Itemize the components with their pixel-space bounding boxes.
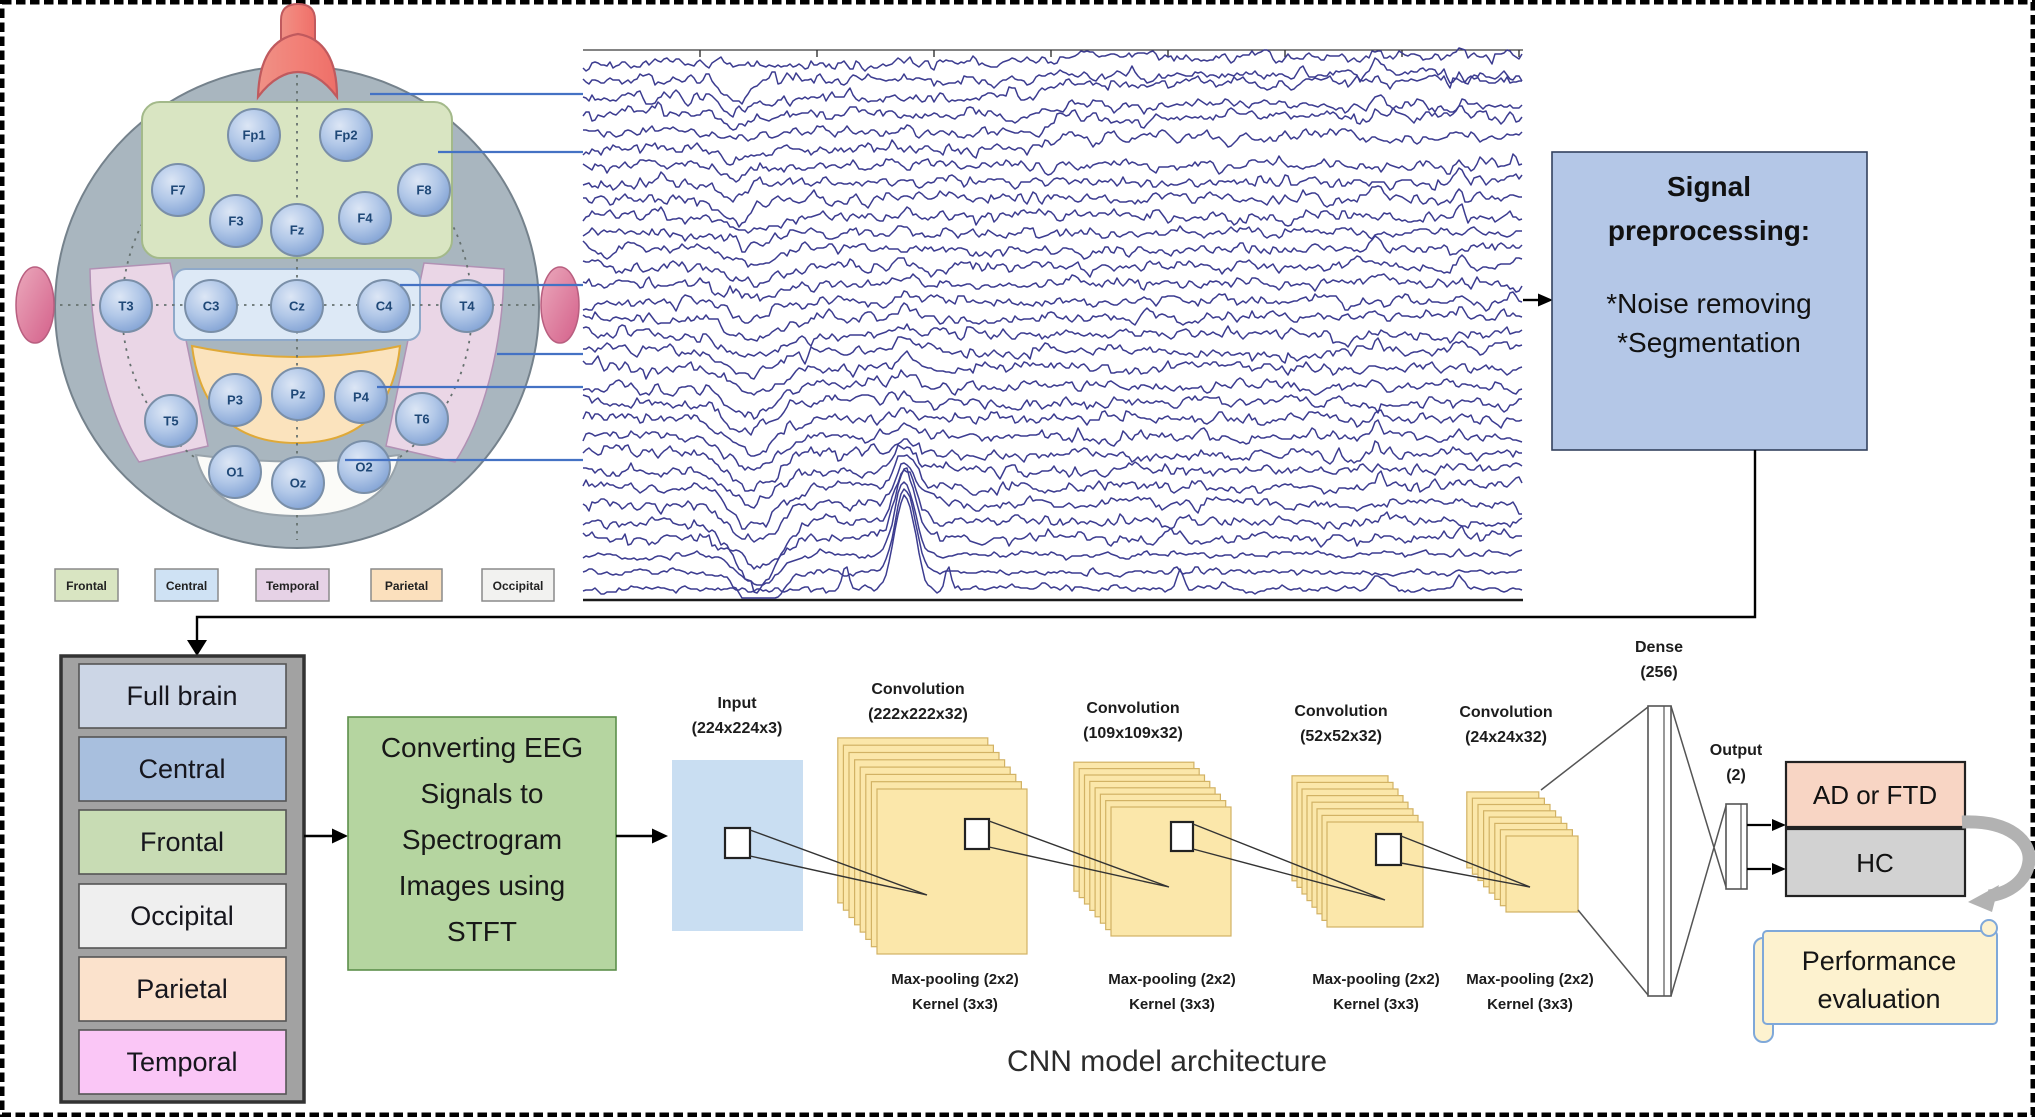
svg-text:T3: T3 (118, 299, 133, 314)
svg-text:Parietal: Parietal (385, 579, 428, 593)
svg-text:Full brain: Full brain (126, 681, 237, 711)
svg-text:P4: P4 (353, 390, 370, 405)
svg-text:Converting EEG: Converting EEG (381, 732, 583, 763)
svg-text:(224x224x3): (224x224x3) (692, 720, 783, 737)
svg-text:HC: HC (1856, 848, 1894, 878)
svg-text:C4: C4 (376, 299, 393, 314)
svg-text:Convolution: Convolution (1294, 703, 1387, 720)
svg-text:Temporal: Temporal (126, 1047, 237, 1077)
svg-text:AD or FTD: AD or FTD (1813, 780, 1937, 810)
svg-text:Kernel (3x3): Kernel (3x3) (1129, 996, 1215, 1013)
svg-text:Signals to: Signals to (421, 778, 544, 809)
svg-text:Performance: Performance (1802, 946, 1957, 976)
svg-text:Oz: Oz (290, 476, 307, 491)
svg-text:STFT: STFT (447, 916, 517, 947)
svg-text:Max-pooling (2x2): Max-pooling (2x2) (1312, 971, 1440, 988)
svg-text:Dense: Dense (1635, 639, 1683, 656)
svg-text:P3: P3 (227, 393, 243, 408)
svg-text:Images using: Images using (399, 870, 566, 901)
svg-text:O2: O2 (355, 460, 372, 475)
svg-text:Occipital: Occipital (130, 901, 234, 931)
svg-text:(256): (256) (1640, 664, 1677, 681)
svg-text:(24x24x32): (24x24x32) (1465, 729, 1547, 746)
svg-text:Central: Central (138, 754, 225, 784)
svg-text:(222x222x32): (222x222x32) (868, 706, 968, 723)
svg-text:(109x109x32): (109x109x32) (1083, 725, 1183, 742)
svg-text:Pz: Pz (290, 387, 306, 402)
svg-text:Fp2: Fp2 (334, 128, 357, 143)
svg-text:Input: Input (717, 695, 757, 712)
svg-text:F7: F7 (170, 183, 185, 198)
svg-text:Convolution: Convolution (1086, 700, 1179, 717)
svg-text:Convolution: Convolution (871, 681, 964, 698)
svg-text:Fp1: Fp1 (242, 128, 265, 143)
svg-text:Temporal: Temporal (266, 579, 319, 593)
svg-text:Spectrogram: Spectrogram (402, 824, 562, 855)
svg-text:(52x52x32): (52x52x32) (1300, 728, 1382, 745)
svg-text:Output: Output (1710, 742, 1763, 759)
svg-text:CNN model architecture: CNN model architecture (1007, 1045, 1327, 1078)
svg-text:Signal: Signal (1667, 171, 1751, 202)
svg-text:(2): (2) (1726, 767, 1746, 784)
svg-text:Central: Central (166, 579, 207, 593)
svg-text:C3: C3 (203, 299, 220, 314)
svg-text:Max-pooling (2x2): Max-pooling (2x2) (1108, 971, 1236, 988)
svg-text:Max-pooling (2x2): Max-pooling (2x2) (891, 971, 1019, 988)
svg-text:Occipital: Occipital (493, 579, 544, 593)
svg-text:Cz: Cz (289, 299, 305, 314)
svg-text:*Noise removing: *Noise removing (1606, 288, 1811, 319)
svg-text:Kernel (3x3): Kernel (3x3) (1333, 996, 1419, 1013)
svg-text:preprocessing:: preprocessing: (1608, 215, 1810, 246)
svg-text:Convolution: Convolution (1459, 704, 1552, 721)
svg-text:evaluation: evaluation (1817, 984, 1940, 1014)
svg-text:F4: F4 (357, 211, 373, 226)
svg-text:O1: O1 (226, 465, 243, 480)
svg-text:F3: F3 (228, 214, 243, 229)
svg-text:Kernel (3x3): Kernel (3x3) (1487, 996, 1573, 1013)
svg-text:Kernel (3x3): Kernel (3x3) (912, 996, 998, 1013)
svg-text:T5: T5 (163, 414, 178, 429)
svg-text:*Segmentation: *Segmentation (1617, 327, 1801, 358)
svg-text:Frontal: Frontal (66, 579, 107, 593)
svg-text:F8: F8 (416, 183, 431, 198)
svg-text:T4: T4 (459, 299, 475, 314)
svg-text:Fz: Fz (290, 223, 305, 238)
svg-text:Frontal: Frontal (140, 827, 224, 857)
svg-text:Max-pooling (2x2): Max-pooling (2x2) (1466, 971, 1594, 988)
svg-text:T6: T6 (414, 412, 429, 427)
svg-text:Parietal: Parietal (136, 974, 228, 1004)
